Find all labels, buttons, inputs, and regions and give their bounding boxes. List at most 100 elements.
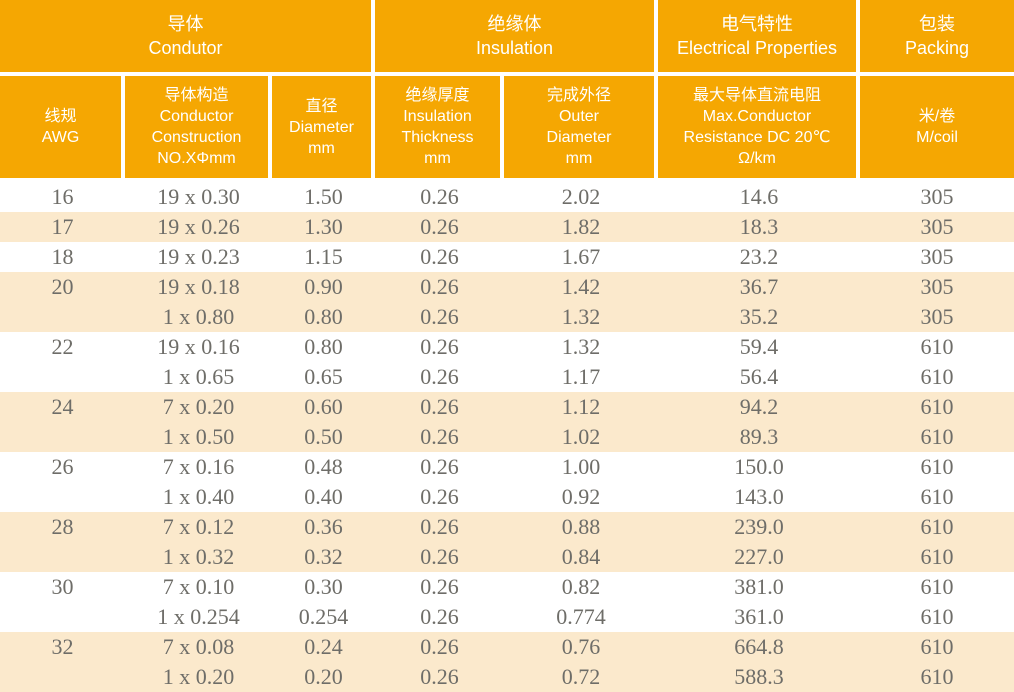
table-cell-outer-diameter: 0.92 (561, 484, 601, 509)
table-cell-diameter: 1.50 (304, 184, 343, 209)
table-cell-conductor-construction: 19 x 0.16 (157, 334, 240, 359)
header-column-label-line: Max.Conductor (702, 108, 812, 125)
table-cell-outer-diameter: 1.12 (561, 394, 601, 419)
table-cell-diameter: 0.36 (304, 514, 343, 539)
table-cell-insulation-thickness: 0.26 (420, 454, 459, 479)
table-cell-diameter: 0.30 (304, 574, 343, 599)
header-column-label-line: Diameter (546, 129, 612, 146)
table-row: 24 7 x 0.20 0.60 0.26 1.12 94.2 610 (0, 392, 1014, 422)
table-cell-diameter: 0.20 (304, 664, 343, 689)
table-cell-awg: 24 (51, 394, 74, 419)
table-cell-insulation-thickness: 0.26 (420, 544, 459, 569)
table-cell-m-per-coil: 610 (920, 364, 954, 389)
table-cell-max-resistance: 227.0 (734, 544, 784, 569)
table-cell-max-resistance: 56.4 (739, 364, 779, 389)
table-cell-insulation-thickness: 0.26 (420, 334, 459, 359)
table-row: 18 19 x 0.23 1.15 0.26 1.67 23.2 305 (0, 242, 1014, 272)
table-cell-conductor-construction: 1 x 0.20 (162, 664, 235, 689)
table-cell-insulation-thickness: 0.26 (420, 274, 459, 299)
table-cell-conductor-construction: 7 x 0.10 (162, 574, 235, 599)
table-cell-max-resistance: 23.2 (739, 244, 779, 269)
table-cell-outer-diameter: 1.67 (561, 244, 601, 269)
table-cell-conductor-construction: 1 x 0.65 (162, 364, 235, 389)
header-column-awg: 线规 AWG (0, 76, 121, 178)
header-group-conductor: 导体 Condutor (0, 0, 371, 72)
table-row: 28 7 x 0.12 0.36 0.26 0.88 239.0 610 (0, 512, 1014, 542)
table-row: 16 19 x 0.30 1.50 0.26 2.02 14.6 305 (0, 182, 1014, 212)
table-row: 32 7 x 0.08 0.24 0.26 0.76 664.8 610 (0, 632, 1014, 662)
table-cell-outer-diameter: 0.82 (561, 574, 601, 599)
header-column-label-line: 绝缘厚度 (405, 87, 470, 104)
table-cell-conductor-construction: 1 x 0.254 (157, 604, 240, 629)
header-column-conductor-construction: 导体构造 Conductor Construction NO.XΦmm (125, 76, 268, 178)
header-column-label-line: Diameter (289, 118, 354, 136)
header-column-label-line: mm (308, 139, 335, 157)
header-column-outer-diameter: 完成外径 Outer Diameter mm (504, 76, 654, 178)
table-cell-insulation-thickness: 0.26 (420, 214, 459, 239)
table-cell-m-per-coil: 610 (920, 484, 954, 509)
table-cell-conductor-construction: 1 x 0.50 (162, 424, 235, 449)
header-group-label-zh: 导体 (167, 14, 204, 34)
table-cell-insulation-thickness: 0.26 (420, 484, 459, 509)
table-cell-max-resistance: 588.3 (734, 664, 784, 689)
header-group-insulation: 绝缘体 Insulation (375, 0, 654, 72)
table-cell-outer-diameter: 1.32 (561, 304, 601, 329)
header-group-label-en: Insulation (475, 38, 554, 58)
table-row: 1 x 0.40 0.40 0.26 0.92 143.0 610 (0, 482, 1014, 512)
table-cell-max-resistance: 36.7 (739, 274, 779, 299)
table-row: 30 7 x 0.10 0.30 0.26 0.82 381.0 610 (0, 572, 1014, 602)
table-cell-insulation-thickness: 0.26 (420, 244, 459, 269)
table-cell-awg (0, 542, 125, 572)
table-cell-insulation-thickness: 0.26 (420, 424, 459, 449)
table-cell-awg (0, 362, 125, 392)
table-row: 17 19 x 0.26 1.30 0.26 1.82 18.3 305 (0, 212, 1014, 242)
header-column-label-line: M/coil (916, 129, 958, 146)
table-cell-max-resistance: 381.0 (734, 574, 784, 599)
table-row: 1 x 0.20 0.20 0.26 0.72 588.3 610 (0, 662, 1014, 692)
table-cell-outer-diameter: 0.84 (561, 544, 601, 569)
table-cell-diameter: 0.254 (298, 604, 349, 629)
table-cell-diameter: 0.40 (304, 484, 343, 509)
table-cell-outer-diameter: 0.88 (561, 514, 601, 539)
table-cell-diameter: 0.60 (304, 394, 343, 419)
header-column-label-line: 最大导体直流电阻 (692, 87, 821, 104)
table-cell-conductor-construction: 1 x 0.40 (162, 484, 235, 509)
table-cell-max-resistance: 94.2 (739, 394, 779, 419)
table-cell-diameter: 1.15 (304, 244, 343, 269)
table-cell-insulation-thickness: 0.26 (420, 514, 459, 539)
header-column-label-line: 导体构造 (164, 87, 229, 104)
table-cell-conductor-construction: 1 x 0.32 (162, 544, 235, 569)
table-cell-max-resistance: 239.0 (734, 514, 784, 539)
header-column-label-line: mm (565, 150, 593, 167)
header-column-row: 线规 AWG 导体构造 Conductor Construction NO.XΦmm 直径 D… (0, 76, 1014, 178)
table-cell-insulation-thickness: 0.26 (420, 634, 459, 659)
table-cell-awg: 28 (51, 514, 74, 539)
header-column-label-line: Outer (558, 108, 599, 125)
table-body: 16 19 x 0.30 1.50 0.26 2.02 14.6 305 17 19 x 0.2… (0, 182, 1014, 692)
table-cell-awg (0, 662, 125, 692)
header-group-row: 导体 Condutor 绝缘体 Insulation 电气特性 Electrical Pr… (0, 0, 1014, 72)
table-cell-awg (0, 422, 125, 452)
table-cell-outer-diameter: 1.82 (561, 214, 601, 239)
header-column-label-line: 米/卷 (918, 108, 956, 125)
header-group-label-en: Electrical Properties (676, 38, 838, 58)
table-row: 20 19 x 0.18 0.90 0.26 1.42 36.7 305 (0, 272, 1014, 302)
table-cell-awg: 20 (51, 274, 74, 299)
table-cell-max-resistance: 59.4 (739, 334, 779, 359)
table-cell-m-per-coil: 610 (920, 514, 954, 539)
table-cell-insulation-thickness: 0.26 (420, 364, 459, 389)
header-column-label-line: NO.XΦmm (157, 150, 236, 167)
header-group-label-en: Condutor (148, 38, 223, 58)
table-cell-awg: 32 (51, 634, 74, 659)
table-cell-awg: 18 (51, 244, 74, 269)
table-cell-awg (0, 302, 125, 332)
table-cell-outer-diameter: 1.32 (561, 334, 601, 359)
header-group-label-zh: 绝缘体 (487, 14, 542, 34)
table-cell-conductor-construction: 7 x 0.12 (162, 514, 235, 539)
header-group-electrical-properties: 电气特性 Electrical Properties (658, 0, 856, 72)
table-cell-outer-diameter: 1.00 (561, 454, 601, 479)
table-cell-insulation-thickness: 0.26 (420, 184, 459, 209)
header-column-label-line: mm (424, 150, 451, 167)
header-column-label-line: Construction (151, 129, 242, 146)
